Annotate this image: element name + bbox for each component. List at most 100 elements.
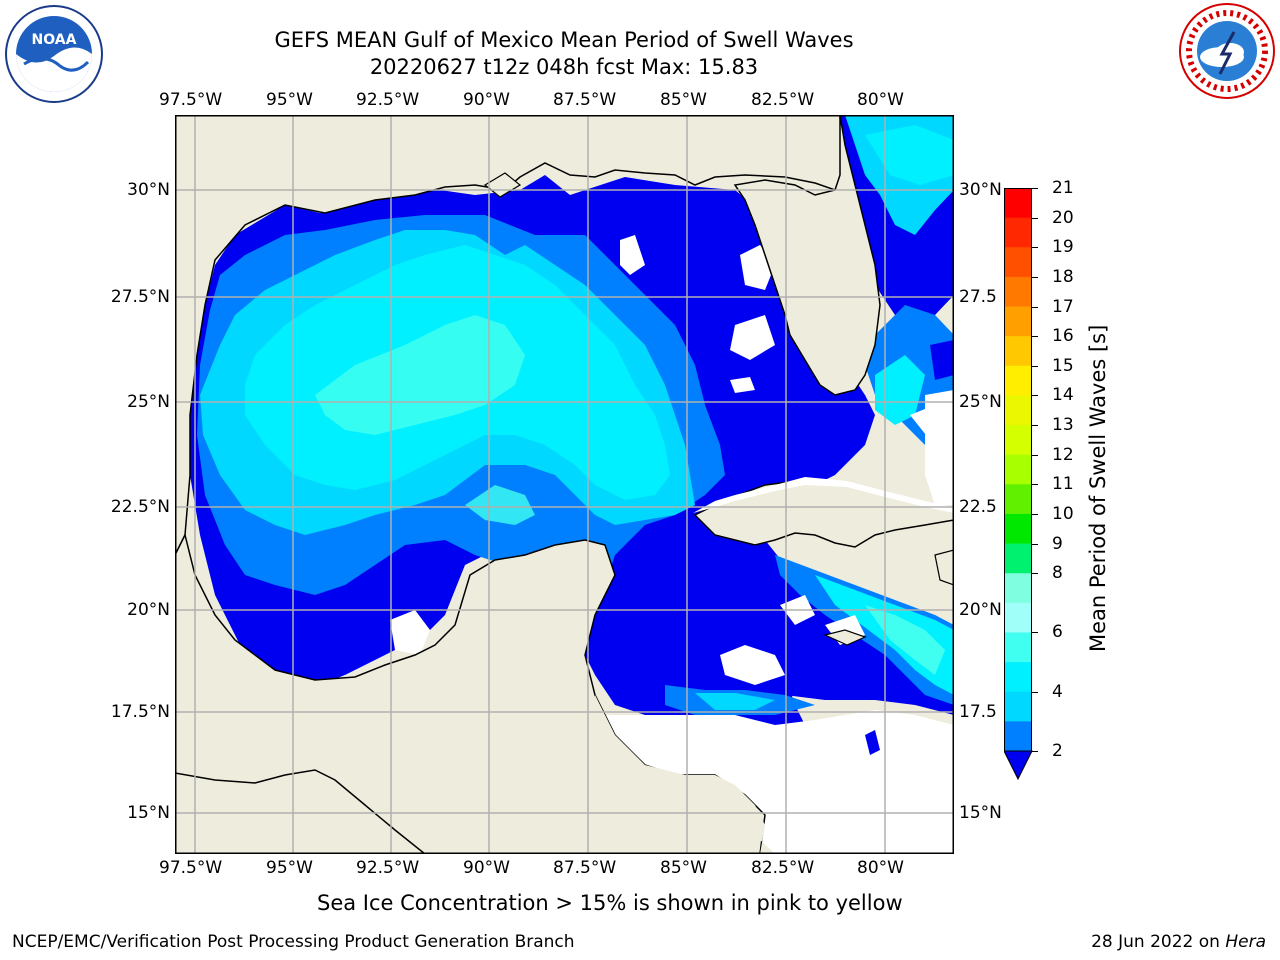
map-panel bbox=[174, 114, 955, 855]
noaa-logo-text: NOAA bbox=[32, 32, 77, 48]
colorbar-tick-mark bbox=[1032, 543, 1038, 545]
lat-label-left: 22.5°N bbox=[110, 497, 170, 517]
lon-label-bottom: 95°W bbox=[266, 858, 313, 878]
lon-label-top: 82.5°W bbox=[751, 90, 815, 110]
colorbar-band bbox=[1004, 217, 1032, 248]
lat-label-right: 27.5 bbox=[959, 287, 997, 307]
lon-label-bottom: 92.5°W bbox=[356, 858, 420, 878]
lon-label-top: 97.5°W bbox=[159, 90, 223, 110]
colorbar-tick-label: 15 bbox=[1052, 355, 1074, 376]
colorbar-tick-mark bbox=[1032, 276, 1038, 278]
colorbar-tick-mark bbox=[1032, 425, 1038, 427]
colorbar-band bbox=[1004, 721, 1032, 752]
noaa-logo: NOAA bbox=[4, 4, 104, 104]
lon-label-top: 87.5°W bbox=[553, 90, 617, 110]
colorbar-band bbox=[1004, 306, 1032, 337]
nws-logo bbox=[1178, 2, 1276, 100]
colorbar-tick-label: 16 bbox=[1052, 326, 1074, 347]
colorbar-band bbox=[1004, 573, 1032, 604]
colorbar-extend-triangle bbox=[1003, 750, 1033, 781]
colorbar-tick-label: 4 bbox=[1052, 681, 1063, 702]
colorbar-svg bbox=[1003, 188, 1033, 781]
lat-label-right: 17.5 bbox=[959, 702, 997, 722]
colorbar-tick-mark bbox=[1032, 513, 1038, 515]
colorbar-tick-mark bbox=[1032, 365, 1038, 367]
footer-credit: NCEP/EMC/Verification Post Processing Pr… bbox=[12, 932, 575, 952]
colorbar-band bbox=[1004, 276, 1032, 308]
colorbar-band bbox=[1004, 632, 1032, 663]
land-overlay bbox=[174, 114, 955, 855]
colorbar-band bbox=[1004, 662, 1032, 693]
colorbar-tick-mark bbox=[1032, 336, 1038, 338]
colorbar-tick-label: 20 bbox=[1052, 207, 1074, 228]
lat-label-left: 20°N bbox=[127, 600, 170, 620]
colorbar bbox=[1003, 188, 1033, 781]
colorbar-outline bbox=[1004, 188, 1032, 751]
lon-label-bottom: 80°W bbox=[857, 858, 904, 878]
lat-label-right: 25°N bbox=[959, 392, 1002, 412]
colorbar-band bbox=[1004, 543, 1032, 574]
colorbar-band bbox=[1004, 395, 1032, 426]
colorbar-band bbox=[1004, 484, 1032, 515]
lat-label-left: 30°N bbox=[127, 180, 170, 200]
lat-label-left: 17.5°N bbox=[110, 702, 170, 722]
colorbar-tick-label: 14 bbox=[1052, 385, 1074, 406]
colorbar-band bbox=[1004, 425, 1032, 456]
footer-date-text: 28 Jun 2022 on bbox=[1091, 932, 1226, 952]
colorbar-band bbox=[1004, 336, 1032, 367]
colorbar-tick-label: 18 bbox=[1052, 266, 1074, 287]
map-border bbox=[175, 115, 954, 854]
colorbar-tick-label: 6 bbox=[1052, 622, 1063, 643]
lon-label-top: 95°W bbox=[266, 90, 313, 110]
colorbar-tick-mark bbox=[1032, 454, 1038, 456]
colorbar-band bbox=[1004, 454, 1032, 485]
colorbar-tick-label: 11 bbox=[1052, 474, 1074, 495]
colorbar-tick-mark bbox=[1032, 395, 1038, 397]
colorbar-tick-label: 9 bbox=[1052, 533, 1063, 554]
lon-label-top: 92.5°W bbox=[356, 90, 420, 110]
colorbar-tick-label: 2 bbox=[1052, 741, 1063, 761]
colorbar-band bbox=[1004, 691, 1032, 722]
lon-label-top: 90°W bbox=[463, 90, 510, 110]
lat-label-right: 30°N bbox=[959, 180, 1002, 200]
colorbar-band bbox=[1004, 188, 1032, 219]
chart-subtitle: 20220627 t12z 048h fcst Max: 15.83 bbox=[369, 55, 759, 79]
colorbar-tick-label: 17 bbox=[1052, 296, 1074, 317]
colorbar-tick-mark bbox=[1032, 484, 1038, 486]
sea-ice-note: Sea Ice Concentration > 15% is shown in … bbox=[317, 891, 903, 915]
lon-label-top: 85°W bbox=[660, 90, 707, 110]
footer-host: Hera bbox=[1225, 932, 1266, 952]
colorbar-tick-label: 19 bbox=[1052, 237, 1074, 258]
lon-label-bottom: 97.5°W bbox=[159, 858, 223, 878]
footer-date: 28 Jun 2022 on Hera bbox=[1091, 932, 1266, 952]
lat-label-right: 20°N bbox=[959, 600, 1002, 620]
colorbar-tick-mark bbox=[1032, 632, 1038, 634]
colorbar-tick-mark bbox=[1032, 573, 1038, 575]
lon-label-bottom: 90°W bbox=[463, 858, 510, 878]
swell-field bbox=[175, 115, 954, 854]
lon-label-top: 80°W bbox=[857, 90, 904, 110]
lat-label-right: 22.5 bbox=[959, 497, 997, 517]
colorbar-tick-label: 12 bbox=[1052, 444, 1074, 465]
colorbar-tick-mark bbox=[1032, 188, 1038, 189]
colorbar-tick-mark bbox=[1032, 306, 1038, 308]
chart-title: GEFS MEAN Gulf of Mexico Mean Period of … bbox=[274, 28, 854, 52]
colorbar-tick-label: 13 bbox=[1052, 415, 1074, 436]
colorbar-tick-label: 21 bbox=[1052, 178, 1074, 198]
colorbar-label: Mean Period of Swell Waves [s] bbox=[1086, 324, 1110, 652]
lon-label-bottom: 82.5°W bbox=[751, 858, 815, 878]
lat-label-left: 15°N bbox=[127, 803, 170, 823]
colorbar-tick-label: 8 bbox=[1052, 563, 1063, 584]
lat-label-left: 27.5°N bbox=[110, 287, 170, 307]
colorbar-tick-mark bbox=[1032, 247, 1038, 249]
map-svg bbox=[174, 114, 955, 855]
graticule bbox=[175, 115, 954, 854]
colorbar-band bbox=[1004, 513, 1032, 545]
lon-label-bottom: 87.5°W bbox=[553, 858, 617, 878]
colorbar-band bbox=[1004, 247, 1032, 278]
lat-label-right: 15°N bbox=[959, 803, 1002, 823]
colorbar-tick-mark bbox=[1032, 751, 1038, 752]
lat-label-left: 25°N bbox=[127, 392, 170, 412]
colorbar-ticks: 21 20 19 18 17 16 15 14 13 12 11 10 9 8 6 4 2 bbox=[1032, 0, 1098, 800]
colorbar-tick-mark bbox=[1032, 217, 1038, 219]
